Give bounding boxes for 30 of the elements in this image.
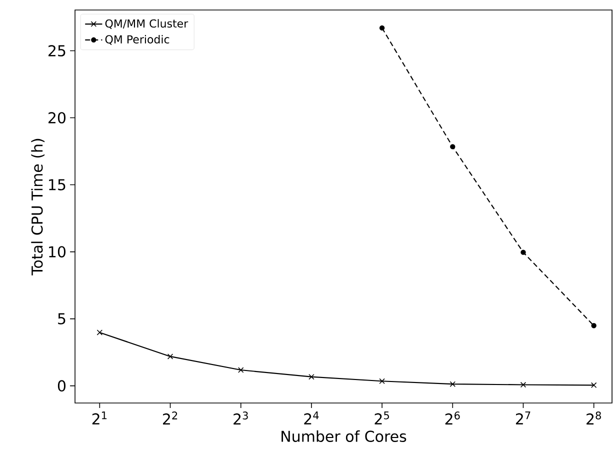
x-tick-label: 2$^{6}$ [445, 412, 460, 425]
y-tick-label: 10 [49, 246, 66, 258]
point [96, 330, 103, 336]
y-tick-label: 15 [49, 179, 66, 190]
y-tick-label: 0 [58, 380, 66, 392]
y-tick-label: 5 [58, 313, 66, 324]
point [591, 323, 596, 328]
x-tick-label: 2$^{2}$ [163, 412, 178, 425]
x-tick-label: 2$^{4}$ [304, 412, 319, 424]
point [308, 374, 314, 380]
point [590, 382, 597, 388]
y-axis-title: Total CPU Time (h) [31, 138, 45, 276]
point [167, 354, 174, 360]
y-tick-label: 20 [48, 112, 66, 124]
point [238, 367, 244, 373]
x-tick-label: 2$^{3}$ [234, 412, 248, 425]
point [520, 382, 526, 388]
x-tick-label: 2$^{8}$ [586, 412, 601, 425]
point [450, 144, 456, 150]
legend-label: QM/MM Cluster [105, 19, 188, 29]
point [379, 378, 385, 384]
x-tick-label: 2$^{5}$ [374, 412, 389, 424]
x-tick-label: 2$^{7}$ [516, 412, 530, 424]
point [379, 25, 385, 31]
legend-label: QM Periodic [105, 34, 170, 45]
y-tick-label: 25 [48, 45, 66, 56]
point [450, 381, 456, 387]
x-axis-title: Number of Cores [282, 430, 406, 442]
x-tick-label: 2$^{1}$ [92, 412, 107, 424]
point [520, 250, 526, 255]
